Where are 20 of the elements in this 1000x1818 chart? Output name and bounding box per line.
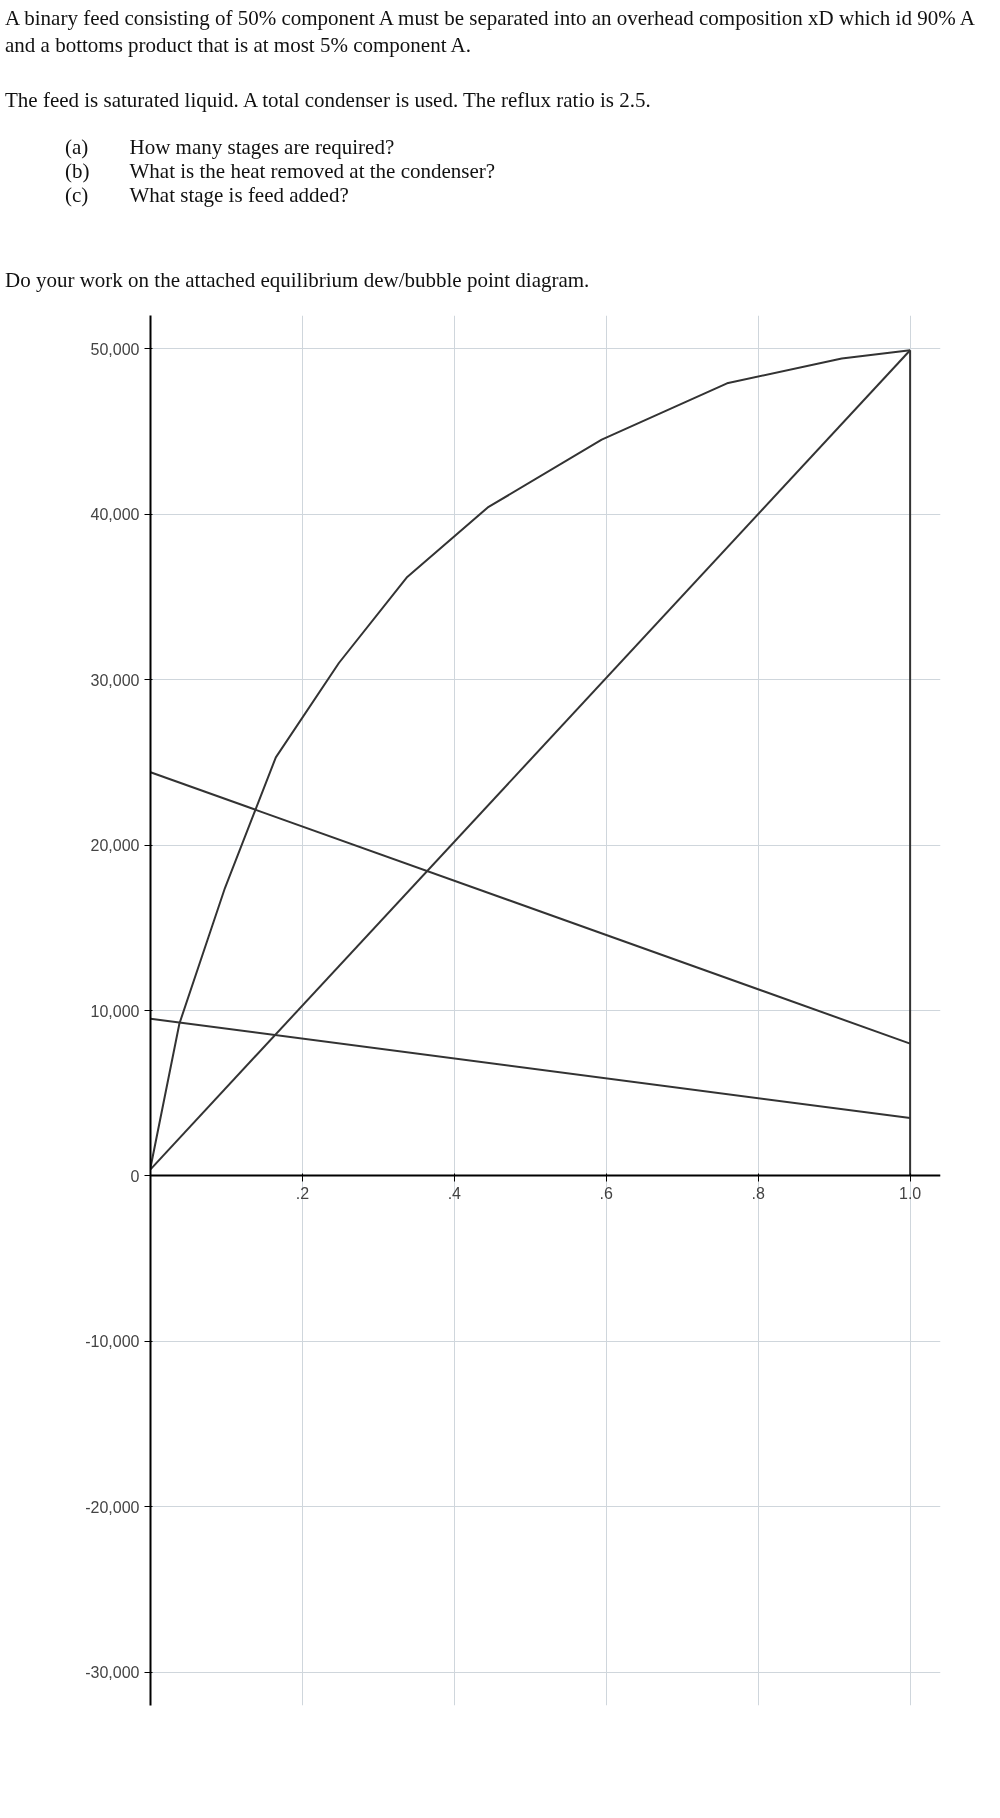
- text: (a) How many stages are required?: [65, 135, 395, 159]
- y-tick-label: 10,000: [90, 1002, 140, 1020]
- y-tick-label: -10,000: [85, 1333, 140, 1351]
- y-tick-label: 30,000: [90, 671, 140, 689]
- y-tick-label: 20,000: [90, 837, 140, 855]
- text: (b) What is the heat removed at the condenser?: [65, 159, 496, 184]
- chart-subtitle: The feed is saturated liquid. A total condenser is used. The reflux ratio is 2.5.: [5, 87, 651, 114]
- x-tick-label: .8: [751, 1184, 765, 1202]
- x-tick-label: 1.0: [898, 1184, 922, 1202]
- text: (c) What stage is feed added?: [65, 183, 349, 208]
- x-tick-label: .6: [599, 1184, 614, 1202]
- y-tick-label: 50,000: [90, 340, 140, 358]
- y-tick-label: -30,000: [85, 1664, 140, 1682]
- y-tick-label: 0: [130, 1167, 140, 1185]
- y-tick-label: 40,000: [90, 506, 140, 524]
- text: Do your work on the attached equilibrium dew/bubble point diagram.: [5, 267, 590, 294]
- y-tick-label: -20,000: [85, 1498, 140, 1516]
- chart-title: A binary feed consisting of 50% component A must be separated into an overhead composition xD which id 90% A and a bottoms product that is at most 5% component A.: [5, 5, 976, 60]
- x-tick-label: .4: [447, 1184, 462, 1202]
- x-tick-label: .2: [295, 1184, 310, 1202]
